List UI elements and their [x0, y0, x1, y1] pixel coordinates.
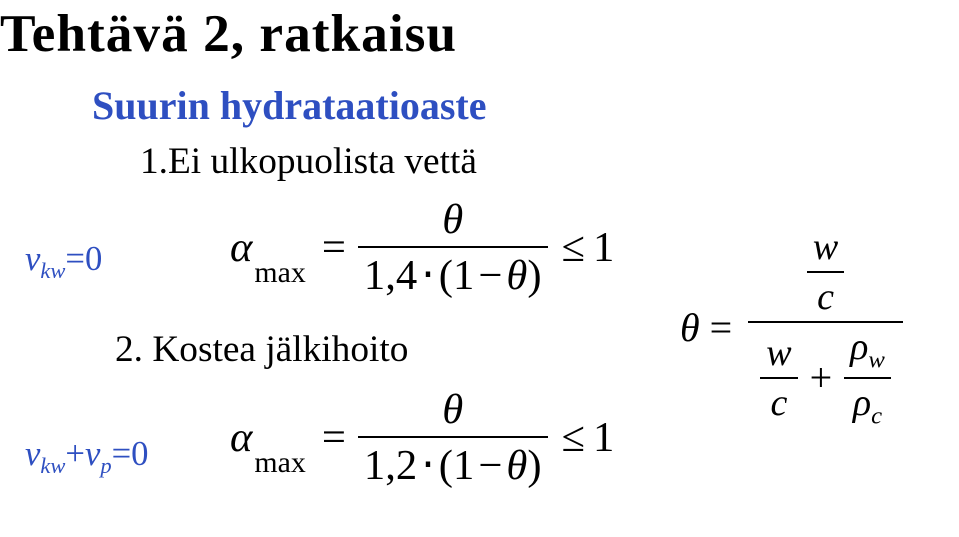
paren-close-1: ) [527, 252, 541, 299]
theta-den-2: θ [506, 442, 527, 489]
numerator-theta: θ [442, 196, 463, 243]
mult-dot-1: ⋅ [417, 252, 439, 299]
paren-open-2: ( [439, 442, 453, 489]
bar-w-c-num [807, 271, 844, 273]
bar-w-c-den [760, 377, 797, 379]
c-den: c [770, 382, 787, 424]
alpha-symbol-2: α [230, 413, 252, 462]
plus-1: + [65, 435, 85, 473]
numerator-theta-2: θ [442, 386, 463, 433]
sub-kw-1: kw [40, 453, 65, 478]
var-v: v [25, 240, 40, 278]
sub-kw: kw [40, 258, 65, 283]
eq-zero: =0 [65, 240, 102, 278]
bar-rho [844, 377, 891, 379]
coef-1-4: 1,4 [364, 252, 417, 299]
alpha-symbol: α [230, 223, 252, 272]
slide: Tehtävä 2, ratkaisu Suurin hydrataatioas… [0, 0, 959, 537]
page-title: Tehtävä 2, ratkaisu [0, 4, 457, 63]
equals-sign-2: = [322, 413, 346, 462]
sub-max: max [254, 256, 305, 290]
plus-theta: + [810, 354, 833, 401]
equals-sign: = [322, 223, 346, 272]
frac-w-c-den: w c [760, 331, 797, 425]
one-minus-1: 1 [453, 252, 474, 299]
sub-w: w [868, 347, 884, 374]
var-v-1: v [25, 435, 40, 473]
le-sign-1: ≤ [562, 223, 585, 272]
sub-max-2: max [254, 446, 305, 480]
w-den: w [766, 332, 791, 374]
w-num: w [813, 226, 838, 268]
label-vkw-zero: vkw=0 [25, 240, 102, 284]
one-rhs-2: 1 [593, 413, 614, 462]
label-vkw-vp-zero: vkw+vp=0 [25, 435, 148, 479]
equals-sign-3: = [710, 304, 733, 351]
item-1: 1.Ei ulkopuolista vettä [140, 140, 477, 183]
formula-alpha-max-1: α max = θ 1,4⋅(1−θ) ≤ 1 [230, 195, 614, 300]
coef-1-2: 1,2 [364, 442, 417, 489]
paren-open-1: ( [439, 252, 453, 299]
c-num: c [817, 276, 834, 318]
mult-dot-2: ⋅ [417, 442, 439, 489]
fraction-bar-1 [358, 246, 548, 248]
sub-c: c [871, 402, 882, 429]
formula-theta-definition: θ = w c w c + [680, 225, 909, 430]
paren-close-2: ) [527, 442, 541, 489]
frac-w-c-num: w c [807, 225, 844, 319]
theta-lhs: θ [680, 304, 700, 351]
sub-p: p [100, 453, 111, 478]
eq-zero-2: =0 [112, 435, 149, 473]
formula-alpha-max-2: α max = θ 1,2⋅(1−θ) ≤ 1 [230, 385, 614, 490]
var-v-2: v [85, 435, 100, 473]
fraction-bar-2 [358, 436, 548, 438]
le-sign-2: ≤ [562, 413, 585, 462]
outer-fraction: w c w c + ρw ρc [748, 225, 903, 430]
theta-den-1: θ [506, 252, 527, 299]
item-2: 2. Kostea jälkihoito [115, 328, 408, 371]
subheading: Suurin hydrataatioaste [92, 82, 487, 129]
rho-w: ρ [850, 326, 868, 368]
rho-c: ρ [853, 382, 871, 424]
one-2: 1 [453, 442, 474, 489]
fraction-2: θ 1,2⋅(1−θ) [358, 385, 548, 490]
fraction-1: θ 1,4⋅(1−θ) [358, 195, 548, 300]
one-rhs-1: 1 [593, 223, 614, 272]
outer-fraction-bar [748, 321, 903, 323]
frac-rho: ρw ρc [844, 325, 891, 430]
